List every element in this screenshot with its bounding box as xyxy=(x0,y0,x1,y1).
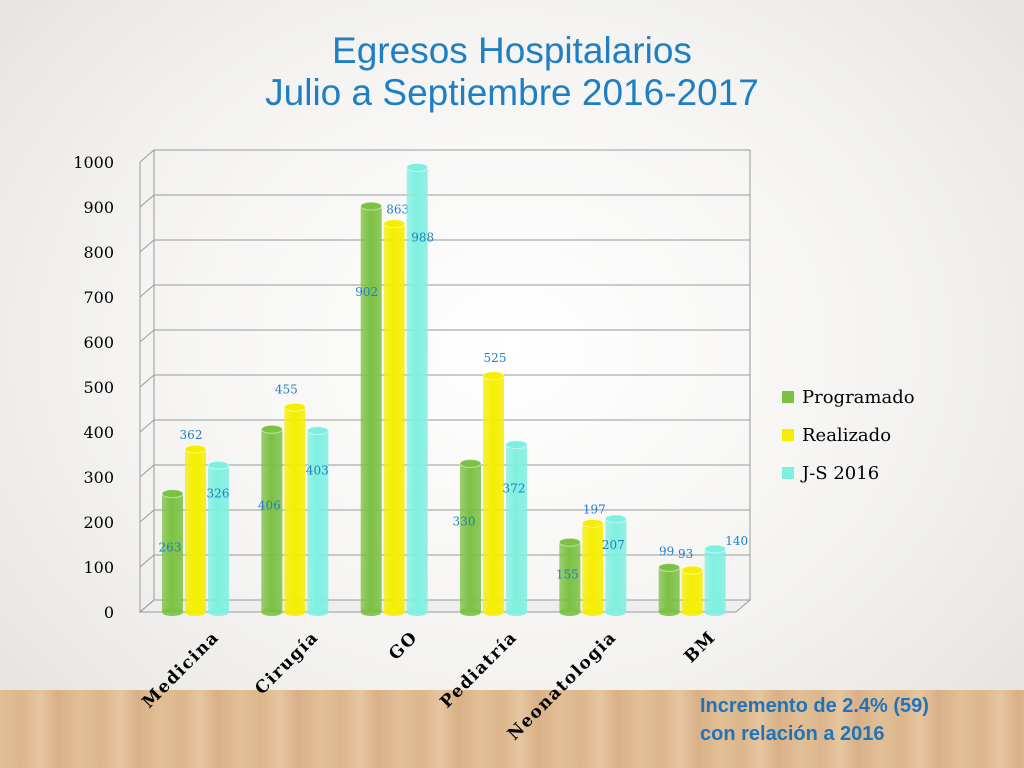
svg-text:J-S 2016: J-S 2016 xyxy=(800,463,879,484)
legend-item-j-s-2016: J-S 2016 xyxy=(782,463,879,484)
bar-neonatologia-realizado xyxy=(581,518,604,616)
increase-note-line2: con relación a 2016 xyxy=(700,723,885,745)
data-label: 988 xyxy=(411,230,434,244)
y-tick-label: 400 xyxy=(83,423,114,442)
data-label: 326 xyxy=(207,486,230,500)
data-label: 406 xyxy=(258,498,281,512)
chart-title-line1: Egresos Hospitalarios xyxy=(332,30,692,71)
y-tick-label: 500 xyxy=(83,378,114,397)
y-tick-label: 300 xyxy=(83,468,114,487)
data-label: 902 xyxy=(355,285,378,299)
y-tick-label: 700 xyxy=(83,288,114,307)
bar-cirug-a-programado xyxy=(260,424,283,616)
x-tick-label: Cirugía xyxy=(251,627,323,699)
data-label: 362 xyxy=(180,428,203,442)
y-tick-label: 800 xyxy=(83,243,114,262)
increase-note-line1: Incremento de 2.4% (59) xyxy=(700,695,929,717)
gridline xyxy=(139,239,750,253)
gridline xyxy=(139,374,750,388)
data-label: 863 xyxy=(386,203,409,217)
chart-title-line2: Julio a Septiembre 2016-2017 xyxy=(265,72,759,113)
data-label: 99 xyxy=(659,544,674,558)
gridline xyxy=(139,509,750,523)
x-tick-label: GO xyxy=(385,627,422,664)
gridline xyxy=(139,149,750,163)
bar-neonatologia-programado xyxy=(558,537,581,616)
bar-medicina-programado xyxy=(161,489,184,616)
bar-pediatr-a-j-s-2016 xyxy=(505,440,528,616)
bar-bm-programado xyxy=(658,562,681,616)
x-tick-label: Medicina xyxy=(139,627,224,712)
legend-item-programado: Programado xyxy=(782,387,915,408)
y-tick-label: 200 xyxy=(83,513,114,532)
y-tick-label: 900 xyxy=(83,198,114,217)
y-tick-label: 100 xyxy=(83,558,114,577)
bar-go-programado xyxy=(360,201,383,616)
data-label: 525 xyxy=(484,351,507,365)
legend-item-realizado: Realizado xyxy=(782,425,891,446)
gridline xyxy=(139,329,750,343)
bar-neonatologia-j-s-2016 xyxy=(604,514,627,616)
bar-go-realizado xyxy=(383,219,406,616)
y-tick-label: 0 xyxy=(104,603,114,622)
bar-cirug-a-realizado xyxy=(283,402,306,616)
data-label: 155 xyxy=(556,567,579,581)
gridline xyxy=(139,599,750,613)
bar-pediatr-a-programado xyxy=(459,459,482,616)
y-tick-label: 600 xyxy=(83,333,114,352)
data-label: 372 xyxy=(503,482,526,496)
x-tick-label: BM xyxy=(680,627,720,667)
floor-background xyxy=(0,690,1024,768)
gridline xyxy=(139,554,750,568)
svg-text:Programado: Programado xyxy=(802,387,915,408)
svg-text:Realizado: Realizado xyxy=(802,425,891,446)
data-label: 140 xyxy=(725,534,748,548)
x-tick-label: Neonatologia xyxy=(504,627,621,744)
bar-medicina-j-s-2016 xyxy=(207,460,230,616)
bar-bm-j-s-2016 xyxy=(704,544,727,616)
data-label: 197 xyxy=(583,502,606,516)
gridline xyxy=(139,419,750,433)
data-label: 263 xyxy=(159,541,182,555)
bar-bm-realizado xyxy=(681,565,704,616)
x-tick-label: Pediatría xyxy=(436,627,521,712)
bar-go-j-s-2016 xyxy=(406,162,429,616)
gridline xyxy=(139,464,750,478)
increase-note: Incremento de 2.4% (59) con relación a 2… xyxy=(700,692,1020,748)
gridline xyxy=(139,194,750,208)
bar-cirug-a-j-s-2016 xyxy=(306,426,329,616)
bar-medicina-realizado xyxy=(184,444,207,616)
data-label: 455 xyxy=(275,382,298,396)
gridline xyxy=(139,284,750,298)
bar-pediatr-a-realizado xyxy=(482,371,505,616)
data-label: 93 xyxy=(678,547,693,561)
y-tick-label: 1000 xyxy=(73,153,114,172)
plot-floor xyxy=(138,599,752,613)
data-label: 207 xyxy=(602,538,625,552)
data-label: 330 xyxy=(453,515,476,529)
data-label: 403 xyxy=(306,464,329,478)
